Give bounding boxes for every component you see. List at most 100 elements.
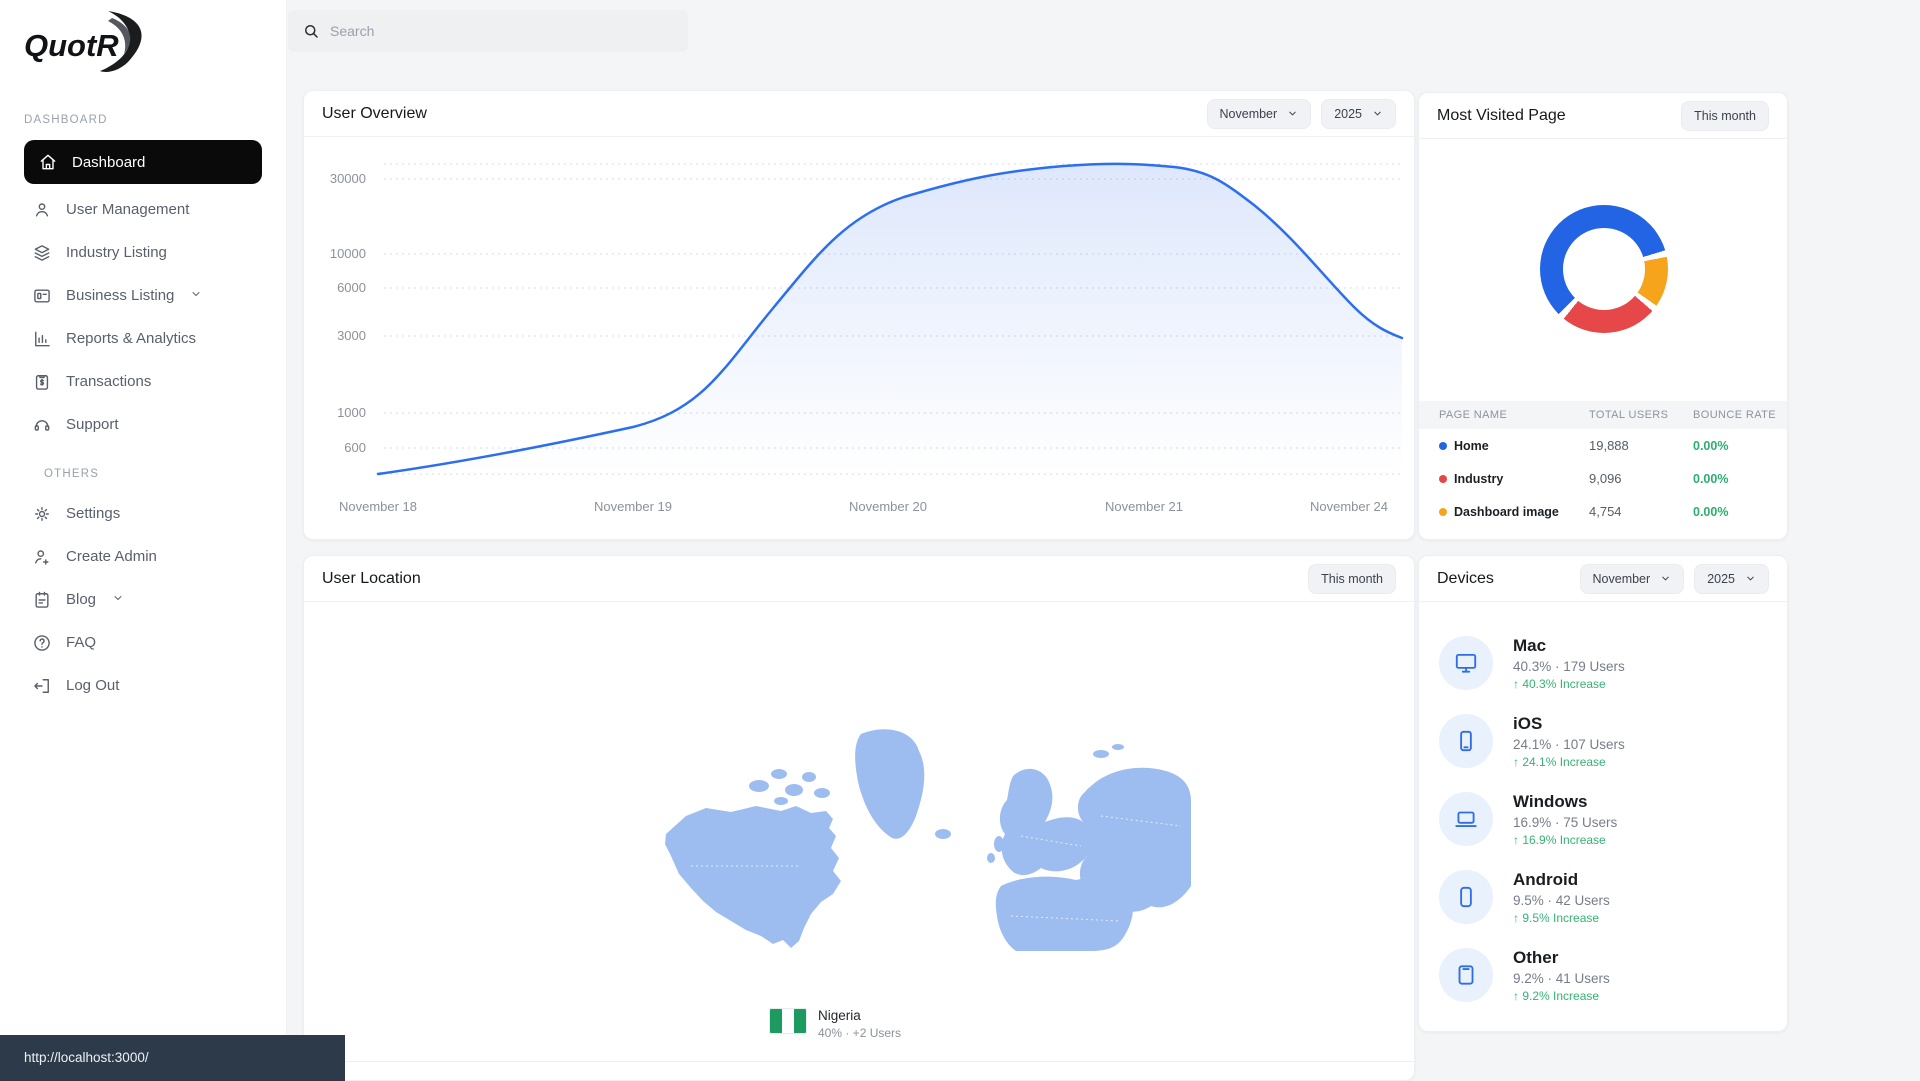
month-dropdown[interactable]: November [1206, 98, 1312, 129]
sidebar-item-industry-listing[interactable]: Industry Listing [24, 231, 262, 274]
device-item-other[interactable]: Other 9.2% · 41 Users ↑ 9.2% Increase [1439, 936, 1767, 1014]
legend-dot-home [1439, 441, 1447, 450]
year-dropdown-value: 2025 [1707, 571, 1735, 586]
x-tick: November 18 [339, 499, 417, 514]
quotr-logo-graphic: QuotR [24, 11, 142, 72]
devices-list: Mac 40.3% · 179 Users ↑ 40.3% Increase i… [1419, 602, 1787, 1014]
sidebar-item-label: Reports & Analytics [66, 330, 197, 347]
gear-icon [32, 504, 52, 524]
sidebar-nav: Dashboard User Management Industry Listi… [0, 140, 286, 446]
sidebar-item-reports-analytics[interactable]: Reports & Analytics [24, 317, 262, 360]
legend-dot-industry [1439, 474, 1447, 483]
most-visited-title: Most Visited Page [1437, 106, 1566, 124]
sidebar-item-label: Create Admin [66, 548, 157, 565]
sidebar-item-label: Transactions [66, 373, 152, 390]
device-name: Mac [1513, 635, 1547, 655]
sidebar-item-support[interactable]: Support [24, 403, 262, 446]
sidebar-item-faq[interactable]: FAQ [24, 621, 262, 664]
device-stat: 16.9% · 75 Users [1513, 814, 1618, 830]
sidebar-nav-others: Settings Create Admin Blog FAQ [0, 492, 286, 707]
device-increase: ↑ 16.9% Increase [1513, 832, 1606, 847]
period-button[interactable]: This month [1308, 563, 1396, 594]
search-icon [305, 25, 318, 38]
user-overview-chart: 30000 10000 6000 3000 1000 600 November … [330, 162, 1404, 514]
search-input[interactable] [330, 23, 674, 39]
sidebar-item-label: Settings [66, 505, 121, 522]
sidebar-item-label: User Management [66, 201, 190, 218]
user-overview-title: User Overview [322, 104, 427, 122]
chevron-down-icon [1747, 576, 1754, 581]
device-stat: 24.1% · 107 Users [1513, 736, 1625, 752]
device-item-mac[interactable]: Mac 40.3% · 179 Users ↑ 40.3% Increase [1439, 624, 1767, 702]
chart-area [378, 163, 1402, 474]
device-increase: ↑ 9.5% Increase [1513, 910, 1600, 925]
country-name: Nigeria [818, 1008, 861, 1023]
sidebar-item-label: Dashboard [72, 153, 146, 171]
bounce-rate: 0.00% [1693, 438, 1729, 453]
sidebar-item-settings[interactable]: Settings [24, 492, 262, 535]
device-name: Android [1513, 869, 1579, 889]
user-overview-card: User Overview November 2025 30000 [303, 90, 1415, 540]
user-location-title: User Location [322, 569, 421, 587]
x-tick: November 24 [1310, 499, 1388, 514]
bounce-rate: 0.00% [1693, 504, 1729, 519]
user-icon [32, 200, 52, 220]
sidebar-item-dashboard[interactable]: Dashboard [24, 140, 262, 184]
device-stat: 9.2% · 41 Users [1513, 970, 1610, 986]
most-visited-page-card: Most Visited Page This month PAGE NAME T… [1418, 92, 1788, 540]
column-bounce-rate: BOUNCE RATE [1693, 409, 1777, 421]
receipt-icon [32, 372, 52, 392]
bounce-rate: 0.00% [1693, 471, 1729, 486]
device-name: iOS [1513, 713, 1543, 733]
year-dropdown[interactable]: 2025 [1694, 563, 1769, 594]
headset-icon [32, 415, 52, 435]
layers-icon [32, 243, 52, 263]
sidebar-item-label: Blog [66, 591, 97, 608]
page-name: Industry [1454, 471, 1504, 486]
year-dropdown[interactable]: 2025 [1321, 98, 1396, 129]
device-item-android[interactable]: Android 9.5% · 42 Users ↑ 9.5% Increase [1439, 858, 1767, 936]
id-card-icon [32, 286, 52, 306]
month-dropdown[interactable]: November [1579, 563, 1685, 594]
period-label: This month [1321, 571, 1383, 586]
sidebar-item-label: Business Listing [66, 287, 175, 304]
top-country-item[interactable]: Nigeria 40% · +2 Users [769, 1008, 901, 1040]
status-url: http://localhost:3000/ [24, 1050, 149, 1065]
sidebar-section-others: OTHERS [44, 468, 100, 480]
chart-line [376, 162, 1404, 476]
notebook-icon [32, 590, 52, 610]
sidebar-item-create-admin[interactable]: Create Admin [24, 535, 262, 578]
table-header-row: PAGE NAME TOTAL USERS BOUNCE RATE [1419, 401, 1787, 429]
sidebar-item-label: Log Out [66, 677, 120, 694]
y-tick: 30000 [330, 171, 366, 186]
sidebar-item-business-listing[interactable]: Business Listing [24, 274, 262, 317]
sidebar-item-transactions[interactable]: Transactions [24, 360, 262, 403]
laptop-icon [1439, 792, 1493, 846]
monitor-icon [1439, 636, 1493, 690]
sidebar-item-user-management[interactable]: User Management [24, 188, 262, 231]
device-item-ios[interactable]: iOS 24.1% · 107 Users ↑ 24.1% Increase [1439, 702, 1767, 780]
x-tick: November 20 [849, 499, 927, 514]
sidebar-item-blog[interactable]: Blog [24, 578, 262, 621]
logout-icon [32, 676, 52, 696]
x-tick: November 21 [1105, 499, 1183, 514]
table-row[interactable]: Dashboard image 4,754 0.00% [1419, 495, 1787, 528]
sidebar-item-label: Support [66, 416, 119, 433]
table-row[interactable]: Industry 9,096 0.00% [1419, 462, 1787, 495]
total-users: 4,754 [1589, 504, 1622, 519]
home-icon [38, 152, 58, 172]
year-dropdown-value: 2025 [1334, 106, 1362, 121]
divider [304, 1061, 1414, 1062]
sidebar-item-log-out[interactable]: Log Out [24, 664, 262, 707]
sidebar-section-dashboard: DASHBOARD [24, 114, 108, 126]
period-button[interactable]: This month [1681, 100, 1769, 131]
sidebar: QuotR DASHBOARD Dashboard User Managemen… [0, 0, 287, 1081]
logo[interactable]: QuotR [0, 0, 286, 84]
search-bar[interactable] [288, 10, 688, 52]
device-stat: 40.3% · 179 Users [1513, 658, 1625, 674]
device-item-windows[interactable]: Windows 16.9% · 75 Users ↑ 16.9% Increas… [1439, 780, 1767, 858]
total-users: 19,888 [1589, 438, 1629, 453]
smartphone-icon [1439, 870, 1493, 924]
month-dropdown-value: November [1219, 106, 1278, 121]
table-row[interactable]: Home 19,888 0.00% [1419, 429, 1787, 462]
